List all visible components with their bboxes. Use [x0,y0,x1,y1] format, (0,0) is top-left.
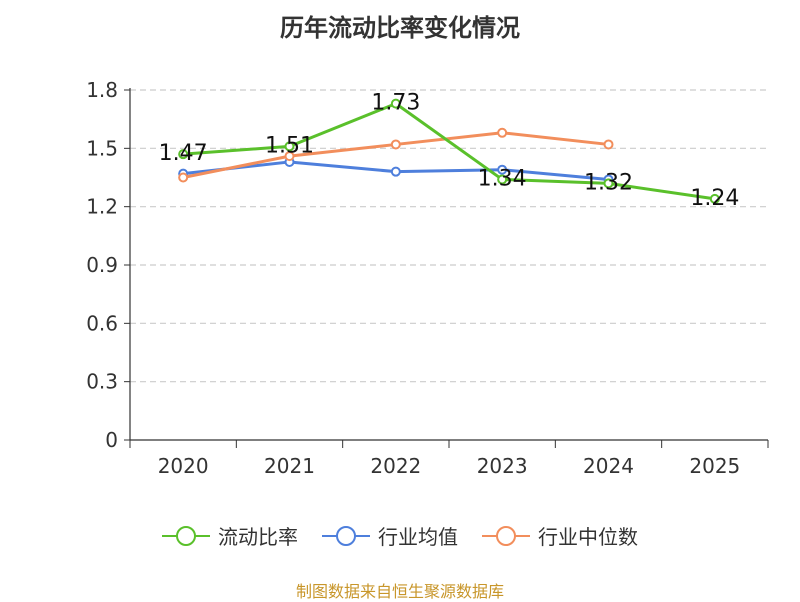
data-point [497,127,508,138]
x-tick-label: 2025 [689,454,740,478]
data-label: 1.51 [265,133,314,158]
x-tick-label: 2023 [477,454,528,478]
source-note: 制图数据来自恒生聚源数据库 [295,582,504,601]
legend-item-current-ratio[interactable]: 流动比率 [162,521,298,550]
y-tick-label: 0.6 [86,311,118,335]
data-label: 1.34 [478,166,527,191]
data-point [497,174,508,185]
data-label: 1.32 [584,170,633,195]
y-tick-label: 0.3 [86,370,118,394]
data-point [390,166,401,177]
data-label: 1.24 [690,186,739,211]
legend-swatch-icon [162,525,210,546]
y-tick-label: 1.2 [86,195,118,219]
data-point [284,151,295,162]
x-tick-label: 2022 [370,454,421,478]
legend: 流动比率 行业均值 行业中位数 [0,521,800,550]
y-tick-label: 0 [105,428,118,452]
data-point [603,139,614,150]
data-point [178,172,189,183]
legend-item-industry-average[interactable]: 行业均值 [322,521,458,550]
legend-item-industry-median[interactable]: 行业中位数 [482,521,638,550]
data-label: 1.73 [371,91,420,116]
legend-label: 流动比率 [218,525,298,549]
data-label: 1.47 [159,141,208,166]
data-point [390,139,401,150]
data-point [390,98,401,109]
data-point [178,149,189,160]
x-tick-label: 2024 [583,454,634,478]
data-point [497,164,508,175]
legend-swatch-icon [322,525,370,546]
series-line-0 [183,102,716,201]
x-tick-label: 2021 [264,454,315,478]
y-tick-label: 1.8 [86,78,118,102]
legend-label: 行业中位数 [538,525,638,549]
data-point [709,193,720,204]
x-tick-label: 2020 [158,454,209,478]
y-tick-label: 0.9 [86,253,118,277]
chart-title: 历年流动比率变化情况 [280,14,520,42]
legend-swatch-icon [482,525,530,546]
data-point [603,178,614,189]
data-point [284,141,295,152]
y-tick-label: 1.5 [86,136,118,160]
legend-label: 行业均值 [378,525,458,549]
